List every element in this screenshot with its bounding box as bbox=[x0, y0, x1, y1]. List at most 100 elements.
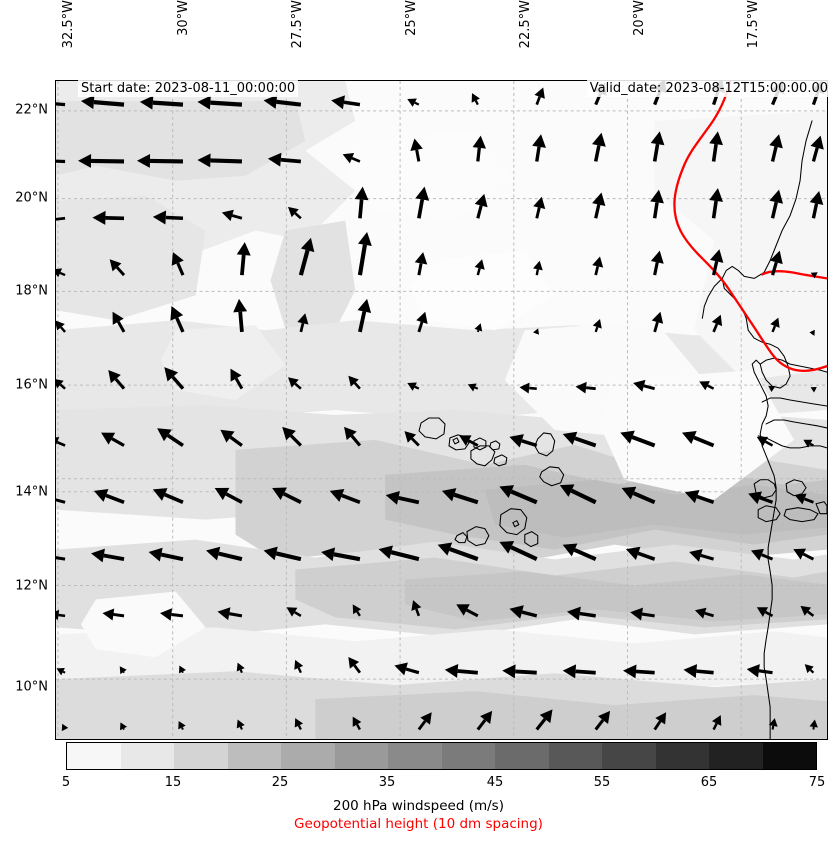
wind-vector-shaft bbox=[59, 271, 66, 277]
wind-vector-head bbox=[352, 604, 362, 615]
wind-vector-shaft bbox=[637, 551, 656, 561]
wind-vector-shaft bbox=[111, 437, 125, 447]
wind-vector-head bbox=[410, 138, 423, 151]
wind-vector-head bbox=[559, 484, 575, 497]
wind-vector-head bbox=[321, 547, 336, 562]
x-tick-label: 32.5°W bbox=[61, 0, 76, 49]
map-plot-area[interactable] bbox=[55, 80, 828, 740]
wind-vector-shaft bbox=[56, 102, 66, 107]
wind-vector-shaft bbox=[652, 202, 659, 219]
wind-vector-head bbox=[472, 135, 486, 149]
wind-vector-shaft bbox=[282, 492, 302, 504]
wind-vector-shaft bbox=[535, 269, 540, 276]
wind-vector-head bbox=[294, 659, 304, 670]
wind-vector-head bbox=[420, 712, 432, 725]
wind-vector-shaft bbox=[573, 548, 597, 561]
wind-vector-head bbox=[711, 314, 723, 327]
colorbar-segment bbox=[334, 743, 388, 769]
wind-vector-shaft bbox=[356, 611, 361, 617]
wind-vector-shaft bbox=[764, 610, 774, 618]
wind-vector-shaft bbox=[476, 205, 483, 219]
wind-vector-head bbox=[710, 249, 724, 263]
wind-vector-head bbox=[750, 548, 764, 561]
wind-vector-shaft bbox=[239, 669, 243, 674]
wind-vector-head bbox=[385, 491, 400, 505]
wind-vector-shaft bbox=[417, 199, 425, 219]
wind-vector-head bbox=[539, 709, 553, 724]
y-tick-label: 12°N bbox=[15, 578, 48, 594]
colorbar-tick-label: 55 bbox=[593, 775, 611, 790]
wind-vector-head bbox=[263, 546, 278, 561]
wind-vector-shaft bbox=[476, 329, 480, 333]
wind-vector-shaft bbox=[476, 719, 487, 731]
wind-vector-shaft bbox=[696, 494, 715, 505]
wind-vector-head bbox=[459, 435, 472, 446]
wind-vector-shaft bbox=[56, 440, 66, 447]
wind-vector-shaft bbox=[809, 442, 814, 447]
wind-vector-head bbox=[80, 95, 95, 110]
wind-vector-head bbox=[499, 485, 515, 499]
wind-vector-head bbox=[348, 656, 360, 669]
wind-vector-shaft bbox=[467, 439, 479, 447]
wind-vector-shaft bbox=[653, 321, 659, 333]
y-tick-label: 22°N bbox=[15, 102, 48, 118]
wind-vector-head bbox=[236, 242, 251, 256]
wind-vector-head bbox=[178, 665, 186, 674]
wind-vector-head bbox=[56, 268, 63, 278]
wind-vector-shaft bbox=[275, 551, 302, 562]
colorbar-tick-label: 35 bbox=[378, 775, 396, 790]
wind-vector-head bbox=[620, 430, 635, 444]
wind-vector-shaft bbox=[652, 143, 660, 162]
x-tick-label: 17.5°W bbox=[746, 0, 761, 49]
wind-vector-shaft bbox=[535, 96, 541, 106]
y-tick-label: 16°N bbox=[15, 377, 48, 393]
wind-vector-shaft bbox=[355, 723, 361, 731]
wind-vector-shaft bbox=[333, 552, 361, 562]
wind-vector-shaft bbox=[171, 612, 184, 618]
wind-vector-shaft bbox=[60, 326, 66, 333]
wind-vector-shaft bbox=[218, 551, 243, 562]
wind-vector-head bbox=[282, 426, 296, 441]
wind-vector-shaft bbox=[711, 143, 718, 162]
wind-vector-head bbox=[56, 668, 65, 676]
wind-vector-shaft bbox=[228, 612, 243, 618]
wind-vector-head bbox=[684, 489, 700, 504]
wind-vector-head bbox=[108, 370, 121, 384]
wind-vector-head bbox=[809, 329, 815, 336]
wind-vector-shaft bbox=[405, 667, 420, 675]
wind-vector-head bbox=[770, 317, 780, 328]
wind-vector-head bbox=[650, 189, 664, 204]
wind-vector-head bbox=[471, 93, 480, 103]
wind-vector-head bbox=[681, 431, 697, 444]
wind-vector-head bbox=[699, 381, 710, 391]
wind-vector-head bbox=[112, 311, 124, 325]
wind-vector-head bbox=[267, 152, 282, 167]
wind-vector-shaft bbox=[770, 201, 778, 219]
wind-vector-shaft bbox=[476, 147, 481, 162]
wind-vector-shaft bbox=[103, 553, 125, 562]
colorbar-segment bbox=[762, 743, 816, 769]
wind-vector-head bbox=[214, 487, 230, 501]
wind-vector-shaft bbox=[415, 608, 421, 617]
wind-vector-head bbox=[804, 664, 814, 674]
wind-vector-head bbox=[378, 545, 393, 559]
wind-vector-head bbox=[160, 608, 173, 621]
wind-vector-head bbox=[499, 541, 515, 554]
wind-vector-head bbox=[562, 543, 578, 557]
wind-vector-shaft bbox=[297, 725, 302, 731]
wind-vector-shaft bbox=[761, 553, 774, 561]
wind-vector-shaft bbox=[225, 492, 243, 504]
windspeed-colorbar[interactable] bbox=[66, 742, 817, 770]
wind-vector-head bbox=[56, 320, 65, 331]
wind-vector-shaft bbox=[711, 200, 718, 219]
wind-vector-head bbox=[444, 664, 459, 678]
wind-vector-head bbox=[655, 712, 667, 725]
y-tick-label: 10°N bbox=[15, 679, 48, 695]
wind-vector-shaft bbox=[529, 386, 537, 390]
colorbar-segment bbox=[281, 743, 335, 769]
wind-vector-head bbox=[509, 434, 524, 448]
wind-vector-head bbox=[592, 192, 606, 207]
wind-vector-shaft bbox=[113, 613, 125, 618]
wind-vector-head bbox=[746, 664, 760, 678]
wind-vector-head bbox=[61, 723, 69, 732]
